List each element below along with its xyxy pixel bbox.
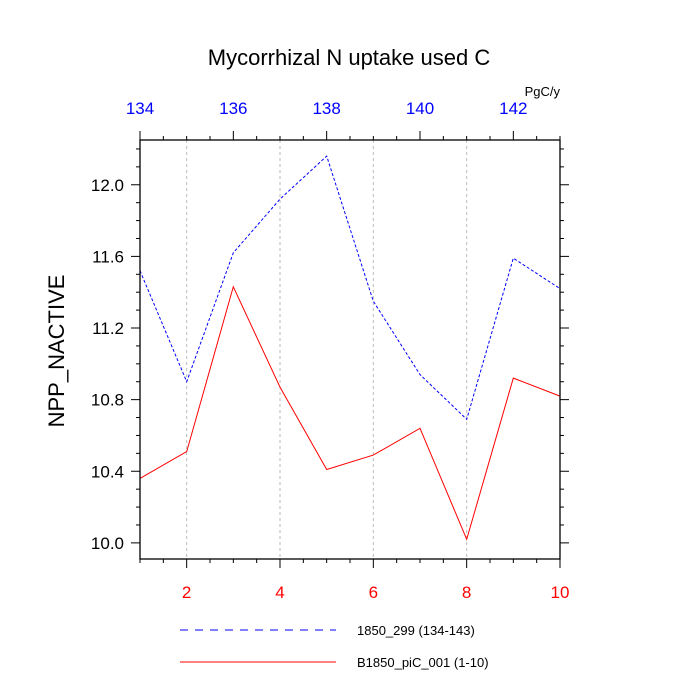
x-bottom-tick-label: 6 <box>369 583 378 602</box>
tick-labels: 10.0 10.4 10.8 11.2 11.6 12.0 2 4 6 8 10 134 136 138 1… <box>91 99 570 602</box>
y-tick-label: 10.0 <box>91 534 124 553</box>
series-lines <box>139 155 561 541</box>
x-bottom-tick-label: 10 <box>551 583 570 602</box>
axis-ticks <box>131 131 569 568</box>
x-top-tick-label: 138 <box>312 99 340 118</box>
x-top-tick-label: 134 <box>126 99 154 118</box>
x-top-tick-label: 142 <box>499 99 527 118</box>
series-line-2 <box>139 285 561 541</box>
x-top-tick-label: 136 <box>219 99 247 118</box>
legend: 1850_299 (134-143) B1850_piC_001 (1-10) <box>180 623 489 670</box>
x-top-tick-label: 140 <box>406 99 434 118</box>
plot-frame <box>139 139 561 560</box>
units-label: PgC/y <box>525 84 561 99</box>
y-tick-label: 11.2 <box>92 319 124 338</box>
grid-lines <box>186 140 468 559</box>
series-line-1 <box>139 155 561 421</box>
y-tick-label: 10.8 <box>91 391 124 410</box>
y-tick-label: 10.4 <box>91 462 124 481</box>
legend-label-1: 1850_299 (134-143) <box>357 623 475 638</box>
x-bottom-tick-label: 4 <box>275 583 284 602</box>
x-bottom-tick-label: 8 <box>462 583 471 602</box>
legend-label-2: B1850_piC_001 (1-10) <box>357 655 489 670</box>
y-axis-label: NPP_NACTIVE <box>44 275 69 428</box>
chart-title: Mycorrhizal N uptake used C <box>208 45 491 70</box>
y-tick-label: 11.6 <box>92 247 124 266</box>
x-bottom-tick-label: 2 <box>182 583 191 602</box>
y-tick-label: 12.0 <box>91 176 124 195</box>
